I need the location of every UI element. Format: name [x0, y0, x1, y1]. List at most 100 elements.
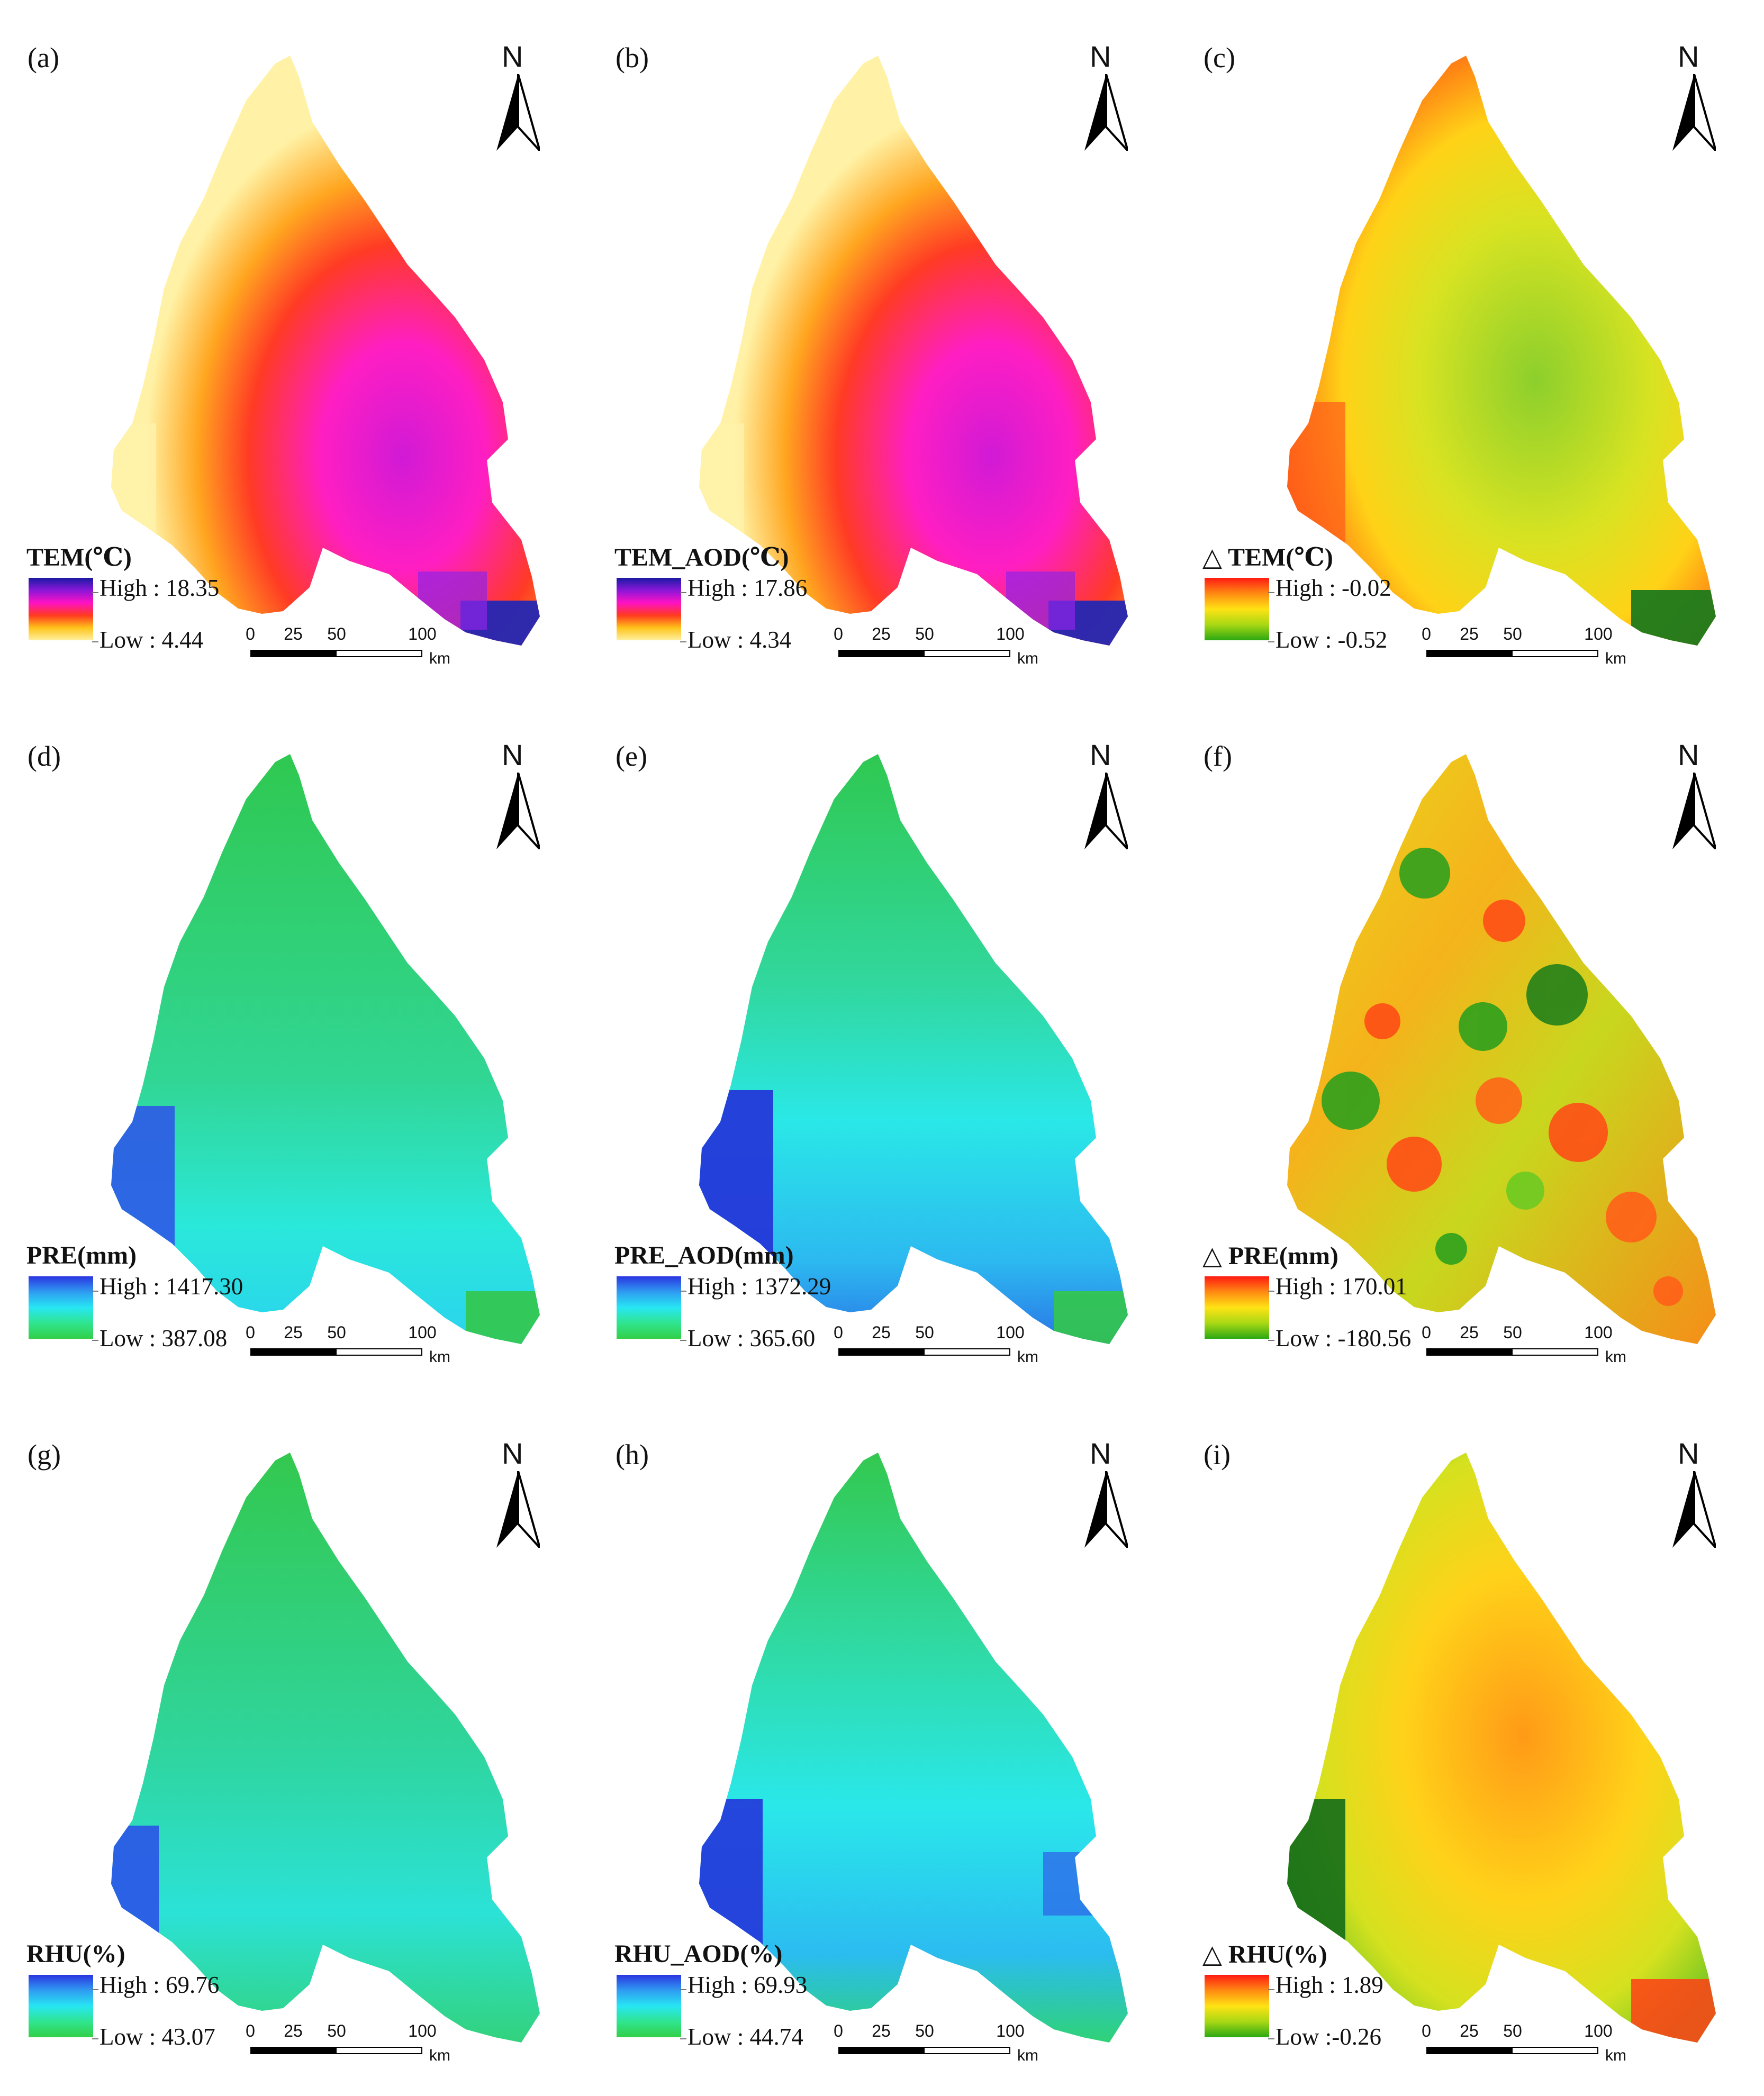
north-arrow-icon [1672, 74, 1716, 151]
scale-tick-label: 50 [1503, 1323, 1522, 1342]
scale-bar: 0 25 50 100 km [834, 2021, 1038, 2069]
scale-bar-fill [1427, 651, 1513, 656]
scale-unit: km [1017, 2047, 1038, 2064]
north-arrow-icon [1672, 773, 1716, 849]
scale-tick-label: 100 [996, 624, 1025, 643]
basin-map [588, 0, 1176, 698]
north-arrow-icon [496, 1471, 540, 1548]
north-label: N [1678, 40, 1699, 73]
scale-tick-label: 50 [327, 624, 346, 643]
scale-tick-label: 25 [1460, 624, 1479, 643]
legend-high-value: High : 69.93 [687, 1972, 808, 1998]
legend-low-tick [92, 1340, 98, 1341]
north-arrow-icon [1084, 74, 1128, 151]
north-label: N [1678, 738, 1699, 772]
scale-bar: 0 25 50 100 km [246, 624, 450, 672]
scale-tick-label: 0 [1422, 1323, 1431, 1342]
panel-i: (i) N △ RHU(%) High : 1.89 Low :-0.26 0 … [1176, 1397, 1764, 2095]
panel-g: (g) N RHU(%) High : 69.76 Low : 43.07 0 … [0, 1397, 588, 2095]
scale-unit: km [1017, 650, 1038, 667]
scale-tick-label: 0 [834, 624, 843, 643]
legend-low-value: Low : 4.34 [687, 627, 792, 653]
legend-color-ramp [29, 1276, 93, 1339]
scale-bar: 0 25 50 100 km [834, 624, 1038, 672]
scale-tick-label: 0 [834, 2021, 843, 2040]
legend-title: PRE(mm) [26, 1241, 137, 1269]
scale-bar: 0 25 50 100 km [246, 1323, 450, 1371]
panel-c: (c) N △ TEM(℃) High : -0.02 Low : -0.52 … [1176, 0, 1764, 698]
north-label: N [1090, 738, 1111, 772]
legend-title: TEM_AOD(℃) [614, 543, 789, 571]
legend-low-value: Low : -0.52 [1275, 627, 1388, 653]
legend-high-value: High : 69.76 [99, 1972, 220, 1998]
legend-low-value: Low : -180.56 [1275, 1325, 1412, 1351]
legend-low-tick [680, 1340, 686, 1341]
scale-tick-label: 0 [1422, 624, 1431, 643]
scale-tick-label: 0 [834, 1323, 843, 1342]
legend-title: RHU(%) [26, 1940, 125, 1968]
scale-bar-fill [251, 651, 337, 656]
scale-bar-fill [839, 1349, 925, 1355]
panel-label: (g) [28, 1439, 61, 1471]
legend-color-ramp [29, 578, 93, 640]
legend-low-tick [680, 2038, 686, 2039]
legend-high-tick [92, 1291, 98, 1292]
legend-high-value: High : 170.01 [1275, 1273, 1407, 1300]
legend-high-tick [1268, 592, 1274, 593]
legend-high-tick [92, 592, 98, 593]
legend-high-tick [680, 1989, 686, 1990]
scale-tick-label: 50 [1503, 624, 1522, 643]
scale-tick-label: 100 [408, 1323, 437, 1342]
scale-tick-label: 50 [1503, 2021, 1522, 2040]
legend-color-ramp [617, 1276, 681, 1339]
scale-tick-label: 25 [284, 1323, 303, 1342]
scale-bar-graphic [838, 1348, 1010, 1356]
legend-low-value: Low : 387.08 [99, 1325, 228, 1351]
scale-bar-graphic [1426, 2047, 1598, 2054]
scale-tick-label: 50 [327, 2021, 346, 2040]
basin-map [1176, 698, 1764, 1397]
panel-label: (i) [1204, 1439, 1231, 1471]
scale-tick-label: 100 [996, 2021, 1025, 2040]
legend-high-value: High : 18.35 [99, 575, 220, 601]
scale-unit: km [1017, 1348, 1038, 1366]
north-arrow-icon [1084, 773, 1128, 849]
scale-tick-label: 100 [408, 2021, 437, 2040]
scale-tick-label: 25 [872, 1323, 891, 1342]
scale-bar-graphic [1426, 650, 1598, 657]
north-arrow-icon [496, 74, 540, 151]
legend-color-ramp [617, 578, 681, 640]
scale-bar: 0 25 50 100 km [1422, 1323, 1626, 1371]
legend-low-tick [680, 641, 686, 642]
scale-tick-label: 100 [1584, 624, 1613, 643]
legend-low-value: Low :-0.26 [1275, 2024, 1381, 2050]
panel-label: (c) [1204, 42, 1235, 74]
scale-bar-graphic [838, 2047, 1010, 2054]
panel-a: (a) N TEM(℃) High : 18.35 Low : 4.44 0 2… [0, 0, 588, 698]
scale-unit: km [1605, 2047, 1626, 2064]
scale-tick-label: 0 [1422, 2021, 1431, 2040]
north-label: N [502, 40, 523, 73]
scale-bar-fill [251, 2048, 337, 2053]
scale-bar: 0 25 50 100 km [834, 1323, 1038, 1371]
north-arrow-icon [1672, 1471, 1716, 1548]
legend-title: △ TEM(℃) [1202, 543, 1333, 571]
legend-high-value: High : 17.86 [687, 575, 808, 601]
scale-tick-label: 50 [327, 1323, 346, 1342]
scale-bar-graphic [250, 650, 422, 657]
panel-e: (e) N PRE_AOD(mm) High : 1372.29 Low : 3… [588, 698, 1176, 1397]
scale-bar: 0 25 50 100 km [1422, 2021, 1626, 2069]
basin-map [0, 1397, 588, 2095]
scale-bar-fill [251, 1349, 337, 1355]
scale-bar-graphic [1426, 1348, 1598, 1356]
scale-bar-fill [839, 2048, 925, 2053]
north-label: N [1090, 1437, 1111, 1470]
scale-bar: 0 25 50 100 km [1422, 624, 1626, 672]
legend-high-value: High : 1417.30 [99, 1273, 243, 1300]
basin-map [588, 698, 1176, 1397]
legend-high-tick [1268, 1989, 1274, 1990]
scale-unit: km [429, 650, 450, 667]
north-label: N [502, 738, 523, 772]
north-label: N [502, 1437, 523, 1470]
scale-bar-graphic [250, 1348, 422, 1356]
